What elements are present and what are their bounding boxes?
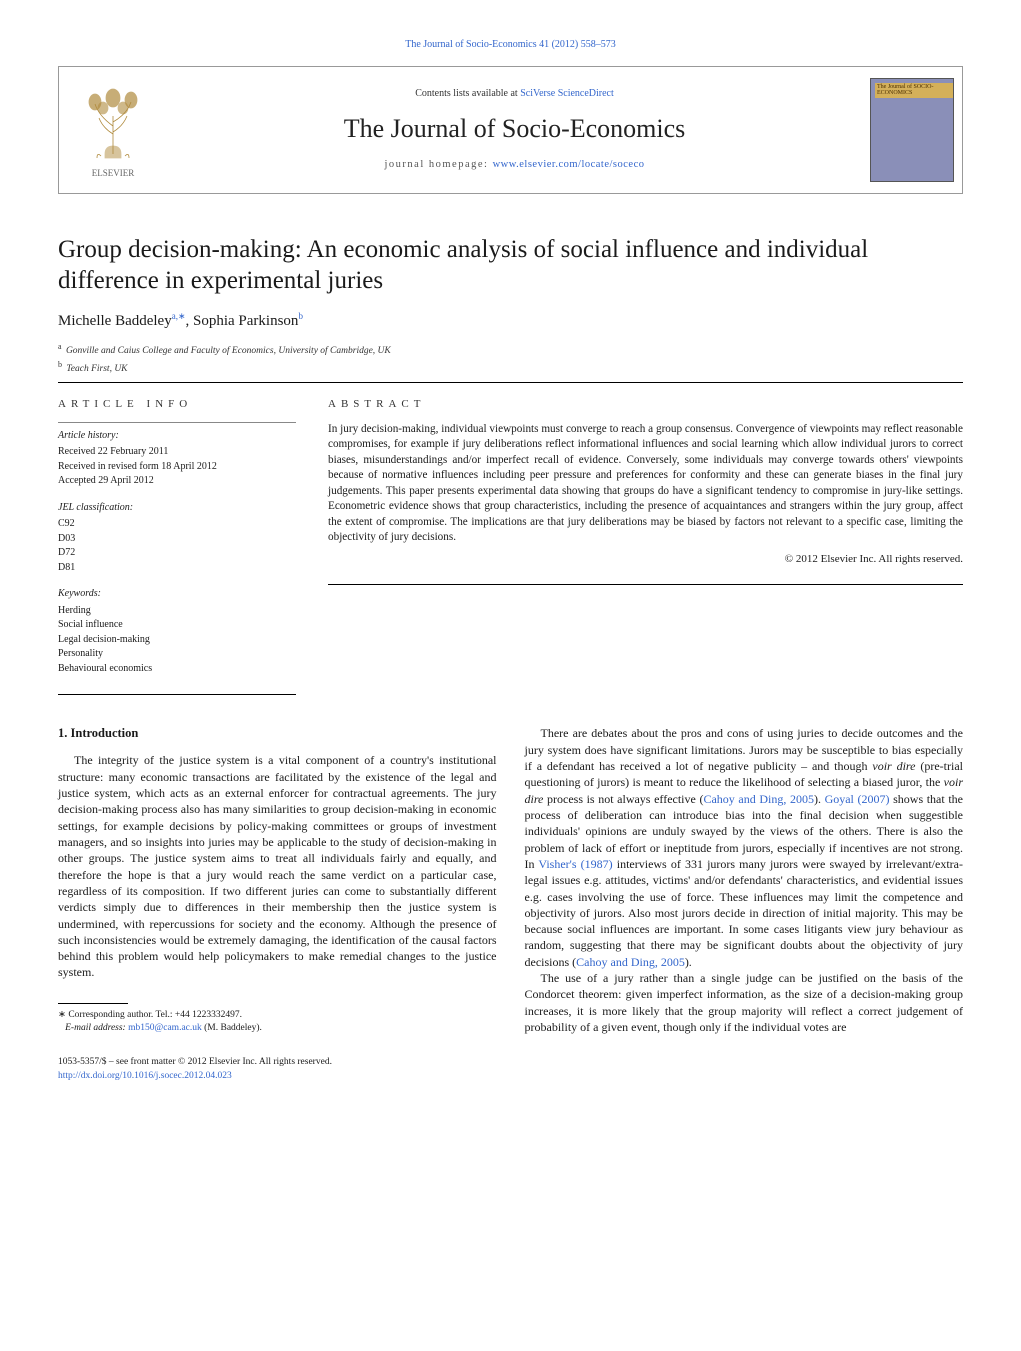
abstract-bottom-rule	[328, 584, 963, 585]
kw-0: Herding	[58, 604, 296, 619]
abstract-copyright: © 2012 Elsevier Inc. All rights reserved…	[328, 552, 963, 567]
banner-center: Contents lists available at SciVerse Sci…	[167, 67, 862, 193]
email-tail: (M. Baddeley).	[202, 1023, 262, 1033]
corresponding-footnote: ∗ Corresponding author. Tel.: +44 122333…	[58, 1009, 497, 1035]
para-1: The integrity of the justice system is a…	[58, 752, 497, 980]
contents-prefix: Contents lists available at	[415, 88, 520, 99]
affil-sup-a: a	[58, 342, 62, 351]
body-columns: 1. Introduction The integrity of the jus…	[58, 725, 963, 1083]
p2-d: ).	[814, 792, 825, 806]
author-list: Michelle Baddeleya,∗, Sophia Parkinsonb	[58, 310, 963, 331]
contents-available-line: Contents lists available at SciVerse Sci…	[415, 87, 614, 101]
affil-text-a: Gonville and Caius College and Faculty o…	[66, 346, 391, 356]
keywords-block: Keywords: Herding Social influence Legal…	[58, 587, 296, 676]
ref-visher[interactable]: Visher's (1987)	[538, 857, 612, 871]
email-link[interactable]: mb150@cam.ac.uk	[128, 1023, 202, 1033]
history-revised: Received in revised form 18 April 2012	[58, 460, 296, 475]
publisher-logo-box: ELSEVIER	[59, 67, 167, 193]
article-info-column: article info Article history: Received 2…	[58, 397, 296, 695]
article-history: Article history: Received 22 February 20…	[58, 422, 296, 489]
abstract-column: abstract In jury decision-making, indivi…	[328, 397, 963, 695]
cover-thumb-box: The Journal of SOCIO-ECONOMICS	[862, 67, 962, 193]
history-label: Article history:	[58, 429, 296, 444]
kw-2: Legal decision-making	[58, 633, 296, 648]
journal-banner: ELSEVIER Contents lists available at Sci…	[58, 66, 963, 194]
author-1: Michelle Baddeley	[58, 313, 172, 329]
footnote-rule	[58, 1003, 128, 1004]
history-accepted: Accepted 29 April 2012	[58, 474, 296, 489]
journal-name: The Journal of Socio-Economics	[344, 111, 686, 146]
ref-cahoy-1[interactable]: Cahoy and Ding, 2005	[703, 792, 814, 806]
kw-3: Personality	[58, 647, 296, 662]
affiliation-a: a Gonville and Caius College and Faculty…	[58, 341, 963, 358]
email-label: E-mail address:	[65, 1023, 128, 1033]
affil-text-b: Teach First, UK	[66, 364, 127, 374]
ref-cahoy-2[interactable]: Cahoy and Ding, 2005	[576, 955, 685, 969]
keywords-label: Keywords:	[58, 587, 296, 602]
page-footer: 1053-5357/$ – see front matter © 2012 El…	[58, 1056, 497, 1083]
history-received: Received 22 February 2011	[58, 445, 296, 460]
kw-4: Behavioural economics	[58, 662, 296, 677]
footnote-star: ∗	[58, 1010, 66, 1020]
footnote-text: Corresponding author. Tel.: +44 12233324…	[66, 1010, 242, 1020]
cover-label: The Journal of SOCIO-ECONOMICS	[875, 83, 953, 98]
footer-line1: 1053-5357/$ – see front matter © 2012 El…	[58, 1056, 497, 1069]
kw-1: Social influence	[58, 618, 296, 633]
affil-sup-b: b	[58, 360, 62, 369]
author-1-affil: a,∗	[172, 311, 186, 321]
p2-voir1: voir dire	[872, 759, 915, 773]
homepage-link[interactable]: www.elsevier.com/locate/soceco	[493, 159, 645, 170]
abstract-heading: abstract	[328, 397, 963, 412]
svg-text:ELSEVIER: ELSEVIER	[92, 168, 135, 178]
sciencedirect-link[interactable]: SciVerse ScienceDirect	[520, 88, 614, 99]
jel-2: D72	[58, 546, 296, 561]
homepage-line: journal homepage: www.elsevier.com/locat…	[385, 158, 645, 172]
para-3: The use of a jury rather than a single j…	[525, 970, 964, 1035]
info-bottom-rule	[58, 694, 296, 695]
author-2: , Sophia Parkinson	[186, 313, 299, 329]
info-abstract-row: article info Article history: Received 2…	[58, 382, 963, 695]
elsevier-tree-icon: ELSEVIER	[69, 76, 157, 184]
article-title: Group decision-making: An economic analy…	[58, 234, 963, 297]
p2-g: ).	[685, 955, 692, 969]
jel-3: D81	[58, 561, 296, 576]
affiliation-b: b Teach First, UK	[58, 359, 963, 376]
jel-label: JEL classification:	[58, 501, 296, 516]
p2-c: process is not always effective (	[543, 792, 703, 806]
jel-1: D03	[58, 532, 296, 547]
section-1-heading: 1. Introduction	[58, 725, 497, 742]
affiliations: a Gonville and Caius College and Faculty…	[58, 341, 963, 376]
jel-0: C92	[58, 517, 296, 532]
journal-cover-icon: The Journal of SOCIO-ECONOMICS	[870, 78, 954, 182]
homepage-prefix: journal homepage:	[385, 159, 493, 170]
jel-block: JEL classification: C92 D03 D72 D81	[58, 501, 296, 576]
ref-goyal[interactable]: Goyal (2007)	[825, 792, 890, 806]
para-2: There are debates about the pros and con…	[525, 725, 964, 970]
abstract-text: In jury decision-making, individual view…	[328, 422, 963, 546]
article-info-heading: article info	[58, 397, 296, 412]
p2-f: interviews of 331 jurors many jurors wer…	[525, 857, 964, 969]
doi-link[interactable]: http://dx.doi.org/10.1016/j.socec.2012.0…	[58, 1071, 232, 1081]
running-head: The Journal of Socio-Economics 41 (2012)…	[58, 38, 963, 52]
author-2-affil: b	[298, 311, 303, 321]
